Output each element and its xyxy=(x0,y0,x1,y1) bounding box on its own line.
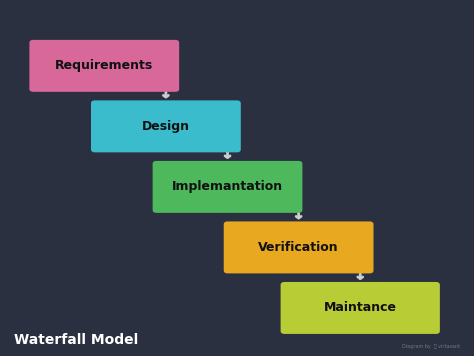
Text: Design: Design xyxy=(142,120,190,133)
Text: Waterfall Model: Waterfall Model xyxy=(14,333,138,347)
FancyBboxPatch shape xyxy=(29,40,179,92)
FancyBboxPatch shape xyxy=(281,282,440,334)
FancyBboxPatch shape xyxy=(224,221,374,273)
FancyBboxPatch shape xyxy=(153,161,302,213)
FancyBboxPatch shape xyxy=(91,100,241,152)
Text: Implemantation: Implemantation xyxy=(172,180,283,193)
Text: Diagram by  ⓥ virtasant: Diagram by ⓥ virtasant xyxy=(401,344,460,349)
Text: Verification: Verification xyxy=(258,241,339,254)
Text: Maintance: Maintance xyxy=(324,302,397,314)
Text: Requirements: Requirements xyxy=(55,59,154,72)
